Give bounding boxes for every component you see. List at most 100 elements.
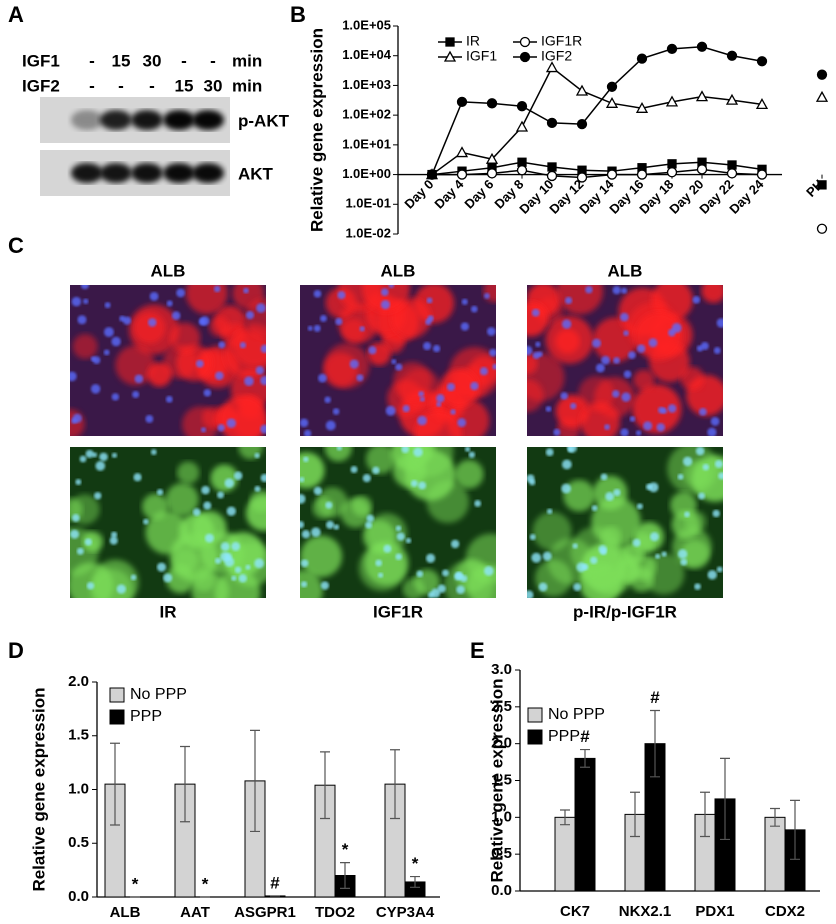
nucleus xyxy=(461,298,468,305)
nucleus xyxy=(325,501,333,509)
data-point xyxy=(426,169,438,180)
data-point xyxy=(816,69,828,80)
x-tick-label: ALB xyxy=(110,904,141,921)
cell xyxy=(414,409,462,436)
nucleus xyxy=(110,531,118,538)
nucleus xyxy=(677,473,684,480)
x-tick-label: CDX2 xyxy=(765,903,805,920)
cell xyxy=(82,531,104,552)
micrograph xyxy=(70,447,266,598)
nucleus xyxy=(134,374,144,384)
error-bar xyxy=(560,809,570,826)
nucleus xyxy=(111,452,118,458)
nucleus xyxy=(401,447,410,454)
y-tick-label: 1.5 xyxy=(68,727,89,744)
nucleus xyxy=(214,557,222,564)
nucleus xyxy=(619,312,629,322)
blot-band xyxy=(71,163,103,183)
cell xyxy=(173,548,198,573)
data-point xyxy=(636,53,648,64)
cell xyxy=(633,369,655,391)
row-cell: 15 xyxy=(112,51,131,70)
y-tick-label: 1.0E+04 xyxy=(342,47,392,62)
nucleus xyxy=(417,415,427,426)
data-point xyxy=(816,223,828,234)
legend-label: IGF1 xyxy=(466,48,497,64)
nucleus xyxy=(648,338,658,348)
nucleus xyxy=(77,315,87,325)
x-tick-label: Day 0 xyxy=(401,177,436,212)
nucleus xyxy=(680,558,688,566)
cell xyxy=(632,384,682,434)
nucleus xyxy=(684,511,690,518)
nucleus xyxy=(612,286,621,295)
data-point xyxy=(665,95,679,107)
annotation: # xyxy=(580,727,590,746)
row-cell: - xyxy=(89,51,95,70)
nucleus xyxy=(231,541,241,551)
cell xyxy=(399,368,442,411)
nucleus xyxy=(99,452,108,462)
nucleus xyxy=(542,551,552,561)
nucleus xyxy=(426,297,433,304)
nucleus xyxy=(200,427,207,433)
nucleus xyxy=(460,574,468,583)
x-tick-label: AAT xyxy=(180,904,210,921)
y-tick-label: 0.5 xyxy=(491,845,512,862)
panel-label: D xyxy=(8,638,24,663)
x-tick-label: Day 4 xyxy=(431,176,467,212)
cell xyxy=(402,578,425,598)
nucleus xyxy=(570,402,577,410)
cell xyxy=(324,447,352,462)
data-point xyxy=(756,56,768,67)
error-bar xyxy=(320,751,330,820)
cell xyxy=(680,539,710,569)
data-point xyxy=(486,168,498,179)
nucleus xyxy=(671,322,682,333)
nucleus xyxy=(260,424,266,434)
cell xyxy=(527,379,544,413)
nucleus xyxy=(531,308,540,317)
nucleus xyxy=(311,527,321,538)
nucleus xyxy=(92,452,98,458)
data-point xyxy=(576,172,588,183)
legend-label: No PPP xyxy=(130,686,187,703)
error-bar xyxy=(650,709,660,778)
nucleus xyxy=(656,423,666,432)
cell xyxy=(684,510,707,533)
nucleus xyxy=(532,351,540,360)
annotation: * xyxy=(132,874,139,893)
nucleus xyxy=(300,493,306,504)
nucleus xyxy=(682,456,693,467)
nucleus xyxy=(545,448,554,457)
image-title: ALB xyxy=(151,261,186,280)
data-point xyxy=(485,152,499,164)
nucleus xyxy=(531,552,542,563)
nucleus xyxy=(474,500,482,507)
nucleus xyxy=(70,529,80,539)
nucleus xyxy=(92,356,101,365)
y-tick-label: 3.0 xyxy=(491,661,512,678)
data-point xyxy=(695,90,709,102)
row-cell: - xyxy=(118,76,124,95)
x-tick-label: TDO2 xyxy=(315,904,355,921)
nucleus xyxy=(418,481,427,490)
nucleus xyxy=(643,421,653,431)
data-point xyxy=(545,61,559,73)
nucleus xyxy=(349,359,359,369)
nucleus xyxy=(313,290,322,298)
nucleus xyxy=(535,341,541,347)
nucleus xyxy=(576,562,587,573)
nucleus xyxy=(260,344,266,353)
legend-swatch xyxy=(109,687,125,703)
nucleus xyxy=(356,374,364,382)
image-caption: p-IR/p-IGF1R xyxy=(573,602,677,621)
legend-swatch xyxy=(109,709,125,725)
cell xyxy=(701,285,723,303)
nucleus xyxy=(109,536,118,545)
cell xyxy=(545,315,594,364)
cell xyxy=(90,568,133,598)
nucleus xyxy=(143,518,149,525)
nucleus xyxy=(255,366,265,375)
data-point xyxy=(517,157,527,167)
